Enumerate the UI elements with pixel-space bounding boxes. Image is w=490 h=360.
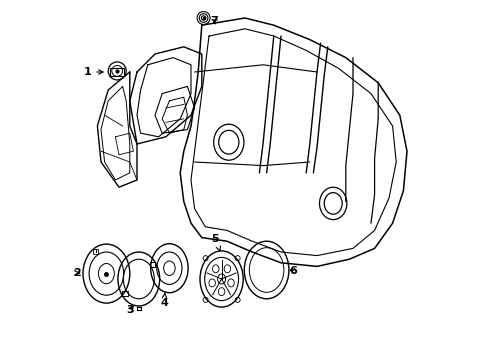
Bar (122, 291, 128, 296)
Text: 5: 5 (212, 234, 220, 251)
Text: 1: 1 (83, 67, 103, 77)
Bar (93, 249, 98, 254)
Text: 7: 7 (211, 16, 218, 26)
Text: 3: 3 (127, 305, 134, 315)
Text: 4: 4 (160, 293, 168, 308)
Text: 6: 6 (290, 266, 297, 276)
Bar (149, 262, 155, 267)
Text: 2: 2 (73, 268, 80, 278)
